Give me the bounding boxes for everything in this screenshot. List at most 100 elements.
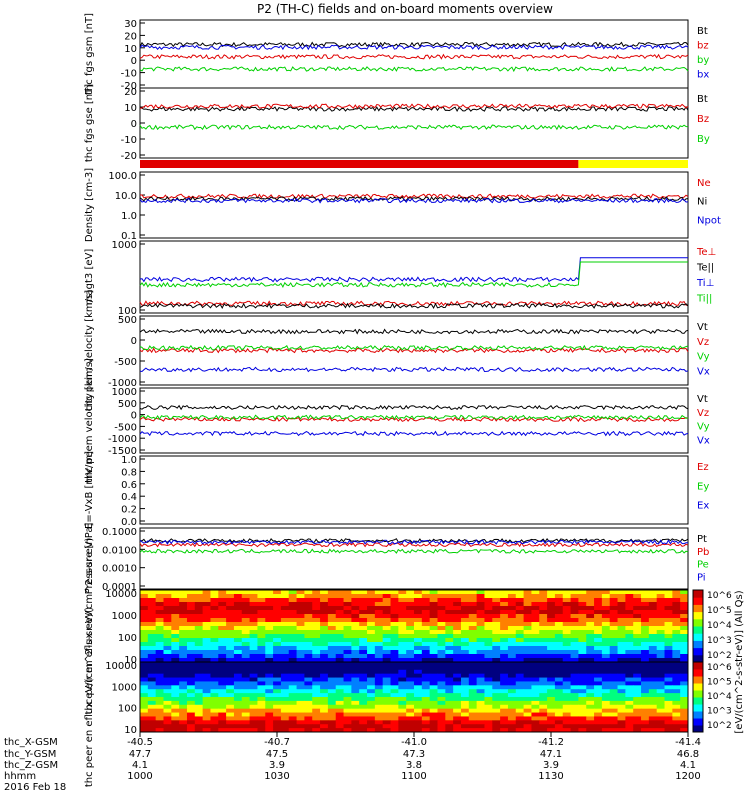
spectrogram-cell [288,697,298,702]
spectrogram-cell [445,614,454,619]
spectrogram-cell [226,720,235,725]
spectrogram-cell [507,654,517,659]
spectrogram-cell [680,708,689,714]
spectrogram-cell [186,665,196,671]
x-tick-label-x: -41.2 [538,737,564,748]
spectrogram-cell [672,665,681,671]
spectrogram-cell [453,634,462,639]
spectrogram-cell [241,720,251,725]
spectrogram-cell [288,662,298,667]
spectrogram-cell [249,598,258,603]
spectrogram-cell [155,700,164,706]
spectrogram-cell [453,662,462,667]
spectrogram-cell [249,594,258,599]
spectrogram-cell [382,598,392,603]
spectrogram-cell [335,689,345,694]
spectrogram-cell [500,712,509,717]
spectrogram-cell [210,646,219,651]
spectrogram-cell [374,724,384,729]
spectrogram-cell [531,716,540,721]
spectrogram-cell [594,716,603,721]
spectrogram-cell [664,630,673,635]
spectrogram-cell [500,618,509,623]
spectrogram-cell [351,654,360,659]
spectrogram-cell [374,618,384,623]
spectrogram-cell [437,708,446,714]
spectrogram-cell [343,708,352,714]
spectrogram-cell [429,712,438,717]
spectrogram-cell [570,693,579,698]
panel-frame [139,527,689,590]
spectrogram-cell [140,638,149,643]
spectrogram-cell [531,654,540,659]
spectrogram-cell [140,681,149,686]
spectrogram-cell [515,697,525,702]
spectrogram-cell [273,658,282,663]
spectrogram-cell [680,598,689,603]
spectrogram-cell [437,638,446,643]
spectrogram-cell [343,646,352,651]
spectrogram-cell [594,700,603,706]
spectrogram-cell [155,598,164,603]
spectrogram-cell [641,614,650,619]
spectrogram-cell [617,708,626,714]
spectrogram-cell [226,689,235,694]
spectrogram-cell [531,712,540,717]
spectrogram-cell [453,720,462,725]
spectrogram-cell [586,724,595,729]
spectrogram-cell [429,618,438,623]
spectrogram-cell [374,590,384,595]
spectrogram-cell [155,685,164,690]
spectrogram-cell [273,704,282,710]
spectrogram-cell [641,693,650,698]
spectrogram-cell [484,669,493,675]
spectrogram-cell [249,728,258,733]
spectrogram-cell [374,626,384,631]
spectrogram-cell [680,618,689,623]
spectrogram-cell [594,724,603,729]
spectrogram-cell [421,650,431,655]
spectrogram-cell [429,724,438,729]
series-Vx-trace [139,366,689,373]
spectrogram-cell [374,638,384,643]
spectrogram-cell [335,693,345,698]
spectrogram-cell [202,594,211,599]
spectrogram-cell [367,594,376,599]
spectrogram-cell [554,681,564,686]
y-tick-label: 100.0 [108,171,137,182]
spectrogram-cell [320,669,329,675]
spectrogram-cell [515,665,525,671]
spectrogram-cell [523,614,532,619]
spectrogram-cell [179,708,188,714]
spectrogram-cell [601,650,611,655]
spectrogram-cell [539,669,548,675]
spectrogram-cell [155,681,164,686]
spectrogram-cell [280,598,290,603]
spectrogram-cell [507,677,517,682]
spectrogram-cell [406,665,415,671]
spectrogram-cell [155,720,164,725]
spectrogram-cell [484,689,493,694]
spectrogram-cell [171,606,180,611]
spectrogram-cell [531,610,540,615]
colorbar-segment [693,618,703,627]
spectrogram-cell [241,618,251,623]
spectrogram-cell [351,685,360,690]
spectrogram-cell [155,693,164,698]
spectrogram-cell [210,598,219,603]
spectrogram-cell [312,622,321,627]
spectrogram-cell [421,728,431,733]
spectrogram-cell [390,610,399,615]
spectrogram-cell [437,594,446,599]
spectrogram-cell [484,590,493,595]
spectrogram-cell [343,610,352,615]
spectrogram-cell [179,677,188,682]
spectrogram-cell [539,700,548,706]
spectrogram-cell [335,602,345,607]
spectrogram-cell [233,598,243,603]
spectrogram-cell [390,650,399,655]
spectrogram-cell [562,594,572,599]
spectrogram-cell [226,700,235,706]
spectrogram-cell [398,662,407,667]
spectrogram-cell [194,610,204,615]
